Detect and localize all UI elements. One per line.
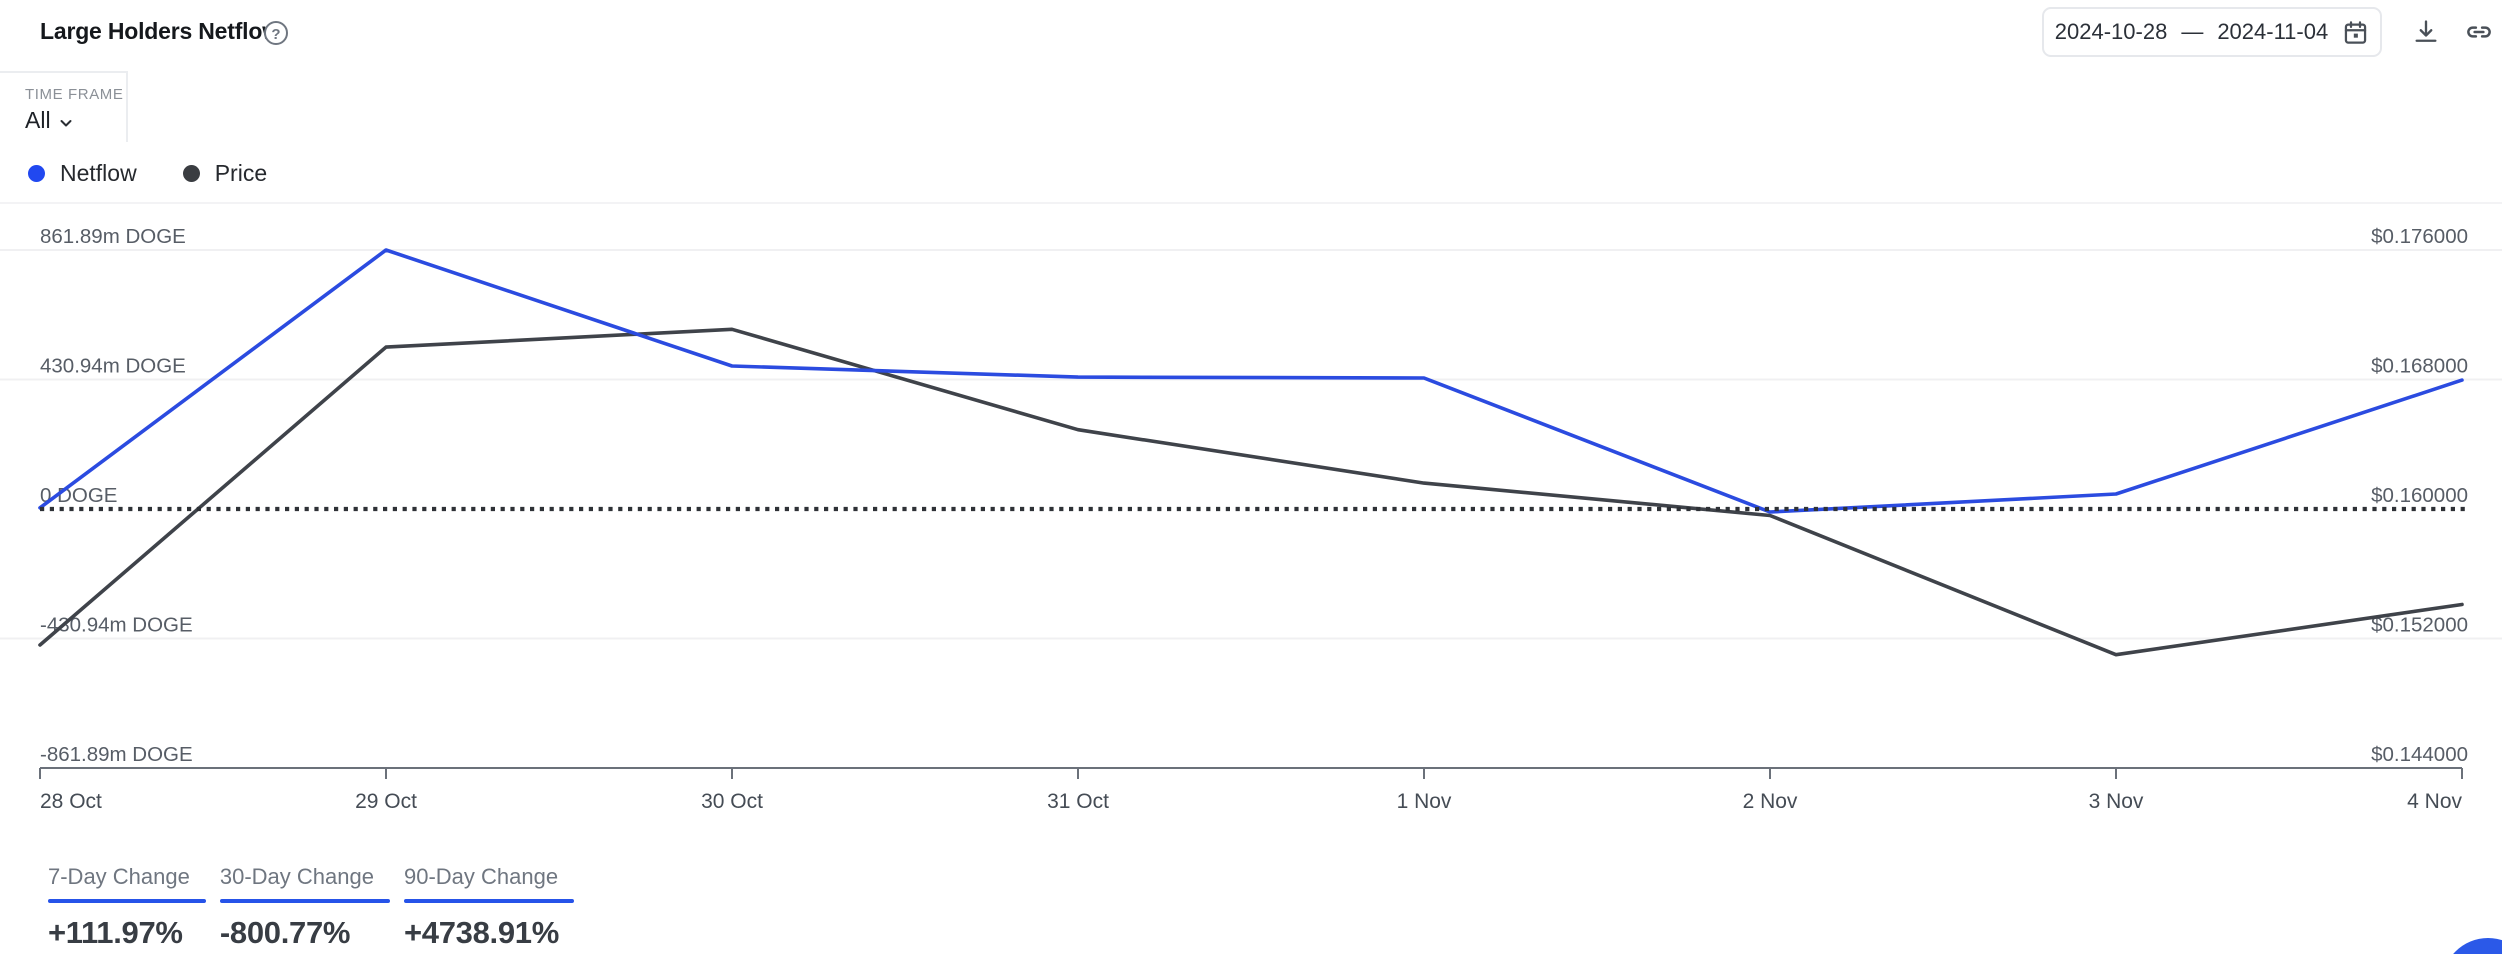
active-tab-underline — [403, 899, 575, 903]
right-axis-label: $0.152000 — [2371, 614, 2468, 637]
stat-label: 30-Day Change — [219, 864, 374, 889]
price-line — [38, 327, 2464, 657]
date-from: 2024-10-28 — [2054, 19, 2168, 44]
timeframe-label: TIME FRAME — [25, 86, 124, 103]
x-axis-label: 30 Oct — [701, 790, 763, 813]
price-dot-icon — [182, 165, 200, 182]
tab-90-day-change[interactable]: 90-Day Change +4738.91% — [403, 864, 575, 951]
page-title: Large Holders Netflow — [40, 18, 280, 44]
x-axis-label: 31 Oct — [1047, 790, 1109, 813]
x-axis-label: 1 Nov — [1397, 790, 1452, 813]
legend-label: Netflow — [60, 160, 137, 186]
left-axis-label: 0 DOGE — [40, 484, 117, 507]
chevron-down-icon — [60, 119, 72, 126]
tab-7-day-change[interactable]: 7-Day Change +111.97% — [48, 864, 206, 951]
copy-link-button[interactable] — [2462, 15, 2496, 49]
download-icon — [2415, 20, 2437, 42]
date-range-picker[interactable]: 2024-10-28 — 2024-11-04 — [2042, 7, 2382, 57]
right-axis-label: $0.176000 — [2371, 225, 2468, 248]
stat-value: +4738.91% — [403, 915, 560, 950]
chart-top-divider — [0, 202, 2502, 204]
x-axis-label: 28 Oct — [40, 790, 102, 813]
x-axis-label: 3 Nov — [2089, 790, 2144, 813]
stat-value: +111.97% — [48, 915, 183, 950]
x-axis-label: 4 Nov — [2407, 790, 2462, 813]
change-stats: 7-Day Change +111.97% 30-Day Change -800… — [48, 864, 575, 951]
download-button[interactable] — [2409, 15, 2443, 49]
right-axis-label: $0.160000 — [2371, 484, 2468, 507]
legend-label: Price — [214, 160, 268, 186]
date-separator: — — [2181, 19, 2204, 44]
link-icon — [2467, 26, 2491, 38]
legend-item-netflow[interactable]: Netflow — [28, 160, 137, 187]
panel-header: Large Holders Netflow ? 2024-10-28 — 202… — [0, 0, 2502, 70]
chat-bubble-button[interactable] — [2442, 938, 2502, 954]
timeframe-selected-value: All — [25, 107, 51, 133]
tab-30-day-change[interactable]: 30-Day Change -800.77% — [219, 864, 390, 951]
left-axis-label: 861.89m DOGE — [40, 225, 186, 248]
x-axis-label: 2 Nov — [1743, 790, 1798, 813]
x-axis-label: 29 Oct — [355, 790, 417, 813]
active-tab-underline — [219, 899, 390, 903]
stat-label: 90-Day Change — [403, 864, 559, 889]
stat-label: 7-Day Change — [48, 864, 190, 889]
active-tab-underline — [48, 899, 206, 903]
legend-item-price[interactable]: Price — [182, 160, 268, 187]
chart-legend: Netflow Price — [28, 160, 267, 187]
timeframe-dropdown[interactable]: All — [25, 107, 74, 134]
left-axis-label: 430.94m DOGE — [40, 355, 186, 378]
timeframe-section: TIME FRAME All — [0, 71, 128, 142]
stat-value: -800.77% — [219, 915, 351, 950]
left-axis-label: -430.94m DOGE — [40, 613, 193, 636]
calendar-icon — [2342, 19, 2369, 46]
netflow-line — [38, 248, 2464, 514]
right-axis-label: $0.168000 — [2371, 355, 2468, 378]
date-to: 2024-11-04 — [2217, 19, 2329, 44]
help-icon[interactable]: ? — [264, 21, 288, 45]
right-axis-label: $0.144000 — [2371, 743, 2468, 766]
netflow-dot-icon — [28, 165, 45, 182]
left-axis-label: -861.89m DOGE — [40, 743, 193, 766]
